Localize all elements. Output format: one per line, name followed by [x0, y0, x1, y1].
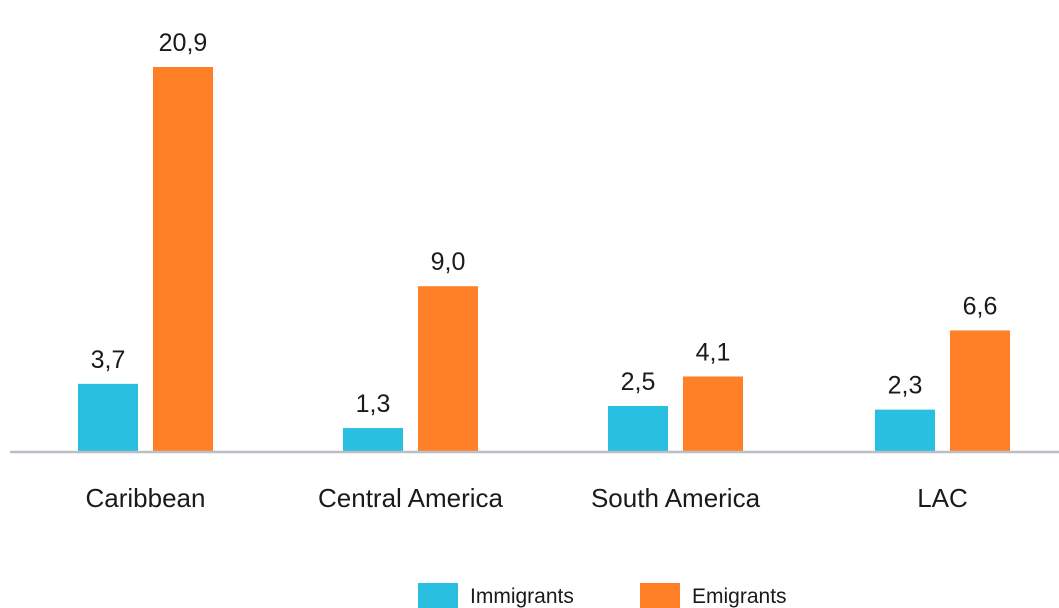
- legend-label-emigrants: Emigrants: [692, 585, 787, 608]
- bar-immigrants-lac: [875, 409, 935, 452]
- legend-swatch-immigrants: [418, 583, 458, 608]
- legend: Immigrants Emigrants: [418, 583, 787, 608]
- data-label-immigrants-lac: 2,3: [888, 372, 923, 400]
- data-label-immigrants-south-america: 2,5: [621, 368, 656, 396]
- category-label-central-america: Central America: [318, 483, 503, 513]
- category-label-caribbean: Caribbean: [86, 483, 206, 513]
- category-label-lac: LAC: [917, 483, 968, 513]
- data-label-emigrants-lac: 6,6: [963, 292, 998, 320]
- data-label-emigrants-south-america: 4,1: [696, 338, 731, 366]
- bar-emigrants-lac: [950, 330, 1010, 452]
- bar-immigrants-caribbean: [78, 383, 138, 452]
- data-label-emigrants-central-america: 9,0: [431, 248, 466, 276]
- data-label-immigrants-central-america: 1,3: [356, 390, 391, 418]
- data-label-immigrants-caribbean: 3,7: [91, 346, 126, 374]
- category-labels: Caribbean Central America South America LAC: [86, 483, 968, 513]
- bar-emigrants-central-america: [418, 286, 478, 452]
- bar-immigrants-south-america: [608, 405, 668, 452]
- category-label-south-america: South America: [591, 483, 761, 513]
- bar-emigrants-caribbean: [153, 67, 213, 452]
- bars-group: 3,7 20,9 1,3 9,0 2,5 4,1 2,3 6,6: [78, 29, 1010, 452]
- legend-label-immigrants: Immigrants: [470, 585, 574, 608]
- bar-emigrants-south-america: [683, 376, 743, 452]
- legend-swatch-emigrants: [640, 583, 680, 608]
- bar-immigrants-central-america: [343, 428, 403, 452]
- data-label-emigrants-caribbean: 20,9: [159, 29, 208, 57]
